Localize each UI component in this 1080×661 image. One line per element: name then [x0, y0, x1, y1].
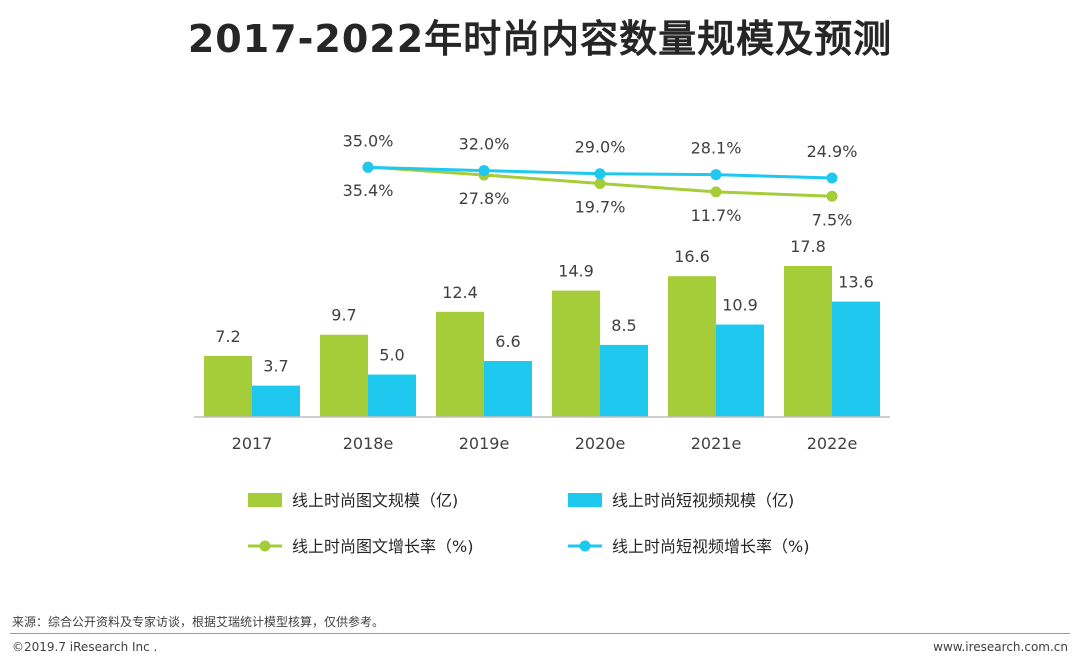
bar-value-label: 14.9 [558, 262, 594, 281]
x-tick-label: 2020e [575, 434, 626, 453]
bar-image-text-2017 [204, 355, 252, 417]
bar-image-text-2021e [668, 276, 716, 417]
copyright: ©2019.7 iResearch Inc . [12, 640, 158, 654]
line-point [826, 190, 838, 202]
line-value-label: 19.7% [575, 197, 626, 216]
legend-label: 线上时尚短视频规模（亿) [612, 491, 794, 510]
bar-value-label: 10.9 [722, 296, 758, 315]
line-value-label: 11.7% [691, 206, 742, 225]
bars-layer: 7.2 3.7 9.7 5.0 12.4 6.6 14.9 8.5 16.6 10.9 17.8 13… [204, 237, 880, 417]
legend-swatch [248, 493, 282, 507]
bar-image-text-2022e [784, 266, 832, 417]
x-tick-label: 2021e [691, 434, 742, 453]
line-point [594, 168, 606, 180]
lines-layer: 35.4% 27.8% 19.7% 11.7% 7.5% 35.0% 32.0% 29.0% 2… [343, 131, 858, 229]
legend-label: 线上时尚短视频增长率（%) [612, 537, 809, 556]
bar-value-label: 9.7 [331, 306, 356, 325]
line-value-label: 35.0% [343, 131, 394, 150]
bar-value-label: 7.2 [215, 327, 240, 346]
legend-label: 线上时尚图文规模（亿) [292, 491, 458, 510]
line-point [362, 161, 374, 173]
bar-short-video-2018e [368, 374, 416, 417]
line-point [826, 172, 838, 184]
chart-title: 2017-2022年时尚内容数量规模及预测 [187, 17, 893, 61]
bar-short-video-2019e [484, 361, 532, 417]
chart-canvas: 7.2 3.7 9.7 5.0 12.4 6.6 14.9 8.5 16.6 10.9 17.8 13… [194, 131, 890, 556]
line-value-label: 28.1% [691, 139, 742, 158]
bar-value-label: 17.8 [790, 237, 826, 256]
line-value-label: 7.5% [812, 210, 853, 229]
line-point [710, 186, 722, 198]
line-value-label: 24.9% [807, 142, 858, 161]
line-point [710, 169, 722, 181]
bar-value-label: 13.6 [838, 273, 874, 292]
legend: 线上时尚图文规模（亿) 线上时尚短视频规模（亿) 线上时尚图文增长率（%) 线上时尚短… [248, 491, 809, 556]
bar-image-text-2020e [552, 290, 600, 417]
bar-value-label: 5.0 [379, 346, 404, 365]
legend-marker [259, 540, 271, 552]
bar-short-video-2021e [716, 324, 764, 417]
bar-value-label: 3.7 [263, 357, 288, 376]
bar-value-label: 16.6 [674, 247, 710, 266]
line-value-label: 32.0% [459, 135, 510, 154]
line-point [478, 165, 490, 177]
bar-image-text-2018e [320, 334, 368, 417]
bar-short-video-2022e [832, 301, 880, 417]
line-value-label: 27.8% [459, 189, 510, 208]
bar-value-label: 8.5 [611, 316, 636, 335]
x-tick-labels: 2017 2018e 2019e 2020e 2021e 2022e [232, 434, 858, 453]
bar-short-video-2017 [252, 385, 300, 417]
legend-marker [579, 540, 591, 552]
line-point [594, 177, 606, 189]
legend-label: 线上时尚图文增长率（%) [292, 537, 473, 556]
line-value-label: 29.0% [575, 138, 626, 157]
bar-value-label: 12.4 [442, 283, 478, 302]
x-tick-label: 2022e [807, 434, 858, 453]
website-link: www.iresearch.com.cn [933, 640, 1068, 654]
bar-image-text-2019e [436, 311, 484, 417]
bar-short-video-2020e [600, 344, 648, 417]
x-tick-label: 2017 [232, 434, 273, 453]
footer-divider [10, 633, 1070, 634]
source-note: 来源：综合公开资料及专家访谈，根据艾瑞统计模型核算，仅供参考。 [12, 615, 385, 629]
x-tick-label: 2019e [459, 434, 510, 453]
x-tick-label: 2018e [343, 434, 394, 453]
bar-value-label: 6.6 [495, 332, 520, 351]
line-value-label: 35.4% [343, 181, 394, 200]
legend-swatch [568, 493, 602, 507]
